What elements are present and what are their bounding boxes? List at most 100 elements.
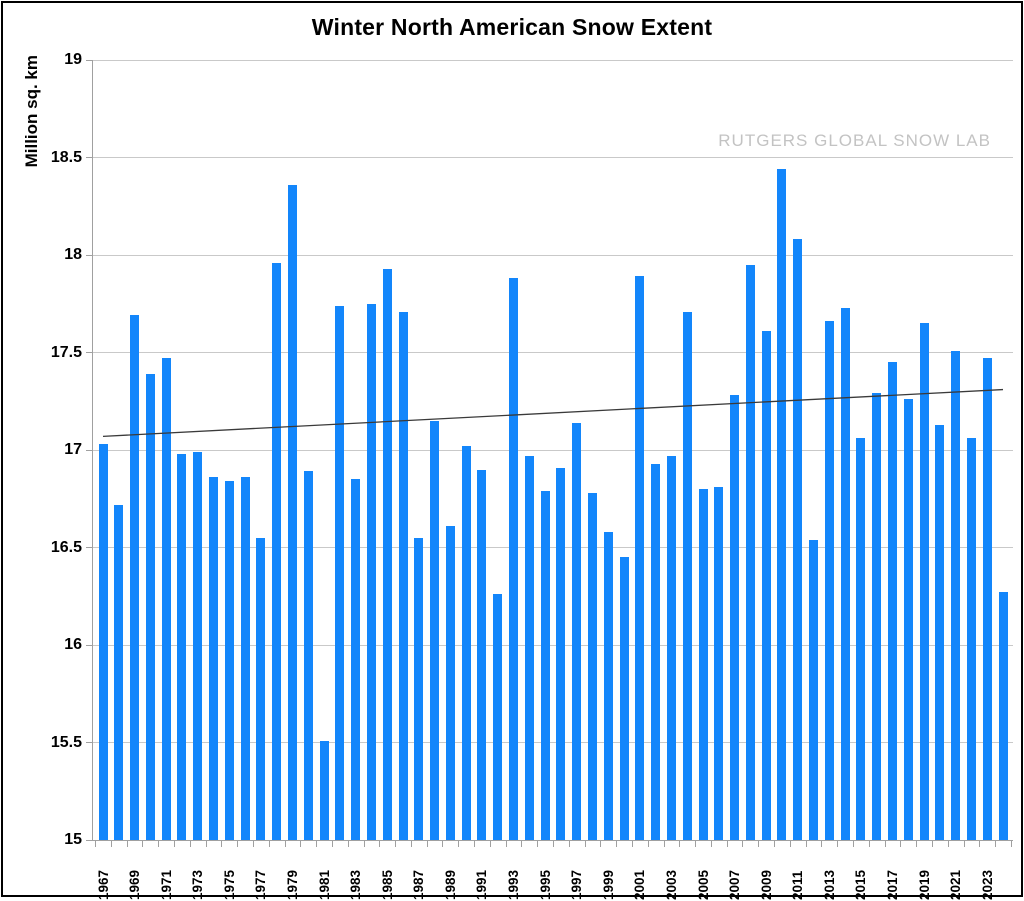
y-tick-mark xyxy=(86,547,92,548)
x-tick-label-box: 2005 xyxy=(695,848,711,900)
y-tick-mark xyxy=(86,352,92,353)
x-tick-label-box: 1967 xyxy=(95,848,111,900)
y-tick-label: 16.5 xyxy=(50,538,82,556)
y-tick-mark xyxy=(86,254,92,256)
x-tick-label: 2013 xyxy=(821,869,837,900)
x-tick-mark xyxy=(947,841,949,847)
x-tick-mark xyxy=(868,841,870,847)
x-tick-mark xyxy=(979,841,981,847)
bar-1988 xyxy=(430,420,440,840)
bar-1974 xyxy=(209,477,219,840)
bar-2007 xyxy=(730,395,740,840)
x-tick-label: 2023 xyxy=(979,869,995,900)
x-tick-label: 1975 xyxy=(221,869,237,900)
bar-2006 xyxy=(714,487,724,840)
x-tick-mark xyxy=(284,841,286,847)
y-gridline xyxy=(93,157,1013,158)
bar-1999 xyxy=(603,531,613,840)
bar-1992 xyxy=(493,594,503,840)
bar-2017 xyxy=(887,362,897,840)
bar-2020 xyxy=(935,424,945,840)
bar-2012 xyxy=(809,539,819,840)
x-tick-mark xyxy=(916,841,918,847)
bar-2000 xyxy=(619,557,629,840)
x-tick-label: 2017 xyxy=(884,869,900,900)
x-tick-mark xyxy=(900,841,902,847)
y-gridline xyxy=(93,449,1013,451)
y-gridline xyxy=(93,644,1013,646)
x-tick-mark xyxy=(742,841,744,847)
x-tick-mark xyxy=(221,841,223,847)
x-tick-label-box: 1979 xyxy=(284,848,300,900)
x-tick-label: 2019 xyxy=(916,869,932,900)
bar-2022 xyxy=(966,438,976,840)
x-tick-mark xyxy=(268,841,270,847)
x-tick-mark xyxy=(758,841,760,847)
x-tick-mark xyxy=(553,841,554,847)
x-tick-label-box: 1975 xyxy=(221,848,237,900)
x-tick-label: 1991 xyxy=(474,869,490,900)
x-tick-label: 1985 xyxy=(379,869,395,900)
x-tick-mark xyxy=(584,841,586,847)
x-tick-mark xyxy=(695,841,697,847)
x-tick-label: 1981 xyxy=(316,869,332,900)
bar-2014 xyxy=(840,307,850,840)
x-tick-label-box: 2003 xyxy=(663,848,679,900)
x-tick-label: 2001 xyxy=(632,869,648,900)
x-tick-mark xyxy=(300,841,302,847)
x-tick-label-box: 1997 xyxy=(569,848,585,900)
x-tick-label: 2007 xyxy=(727,869,743,900)
y-tick-mark xyxy=(86,449,92,451)
x-tick-label-box: 2021 xyxy=(948,848,964,900)
x-tick-mark xyxy=(442,841,444,847)
bar-1981 xyxy=(319,740,329,840)
x-tick-mark xyxy=(821,841,823,847)
x-tick-mark xyxy=(505,841,507,847)
x-tick-mark xyxy=(963,841,965,847)
y-tick-label: 19 xyxy=(64,51,82,68)
x-tick-mark xyxy=(347,841,349,847)
bar-2008 xyxy=(745,264,755,840)
x-tick-label: 1993 xyxy=(506,869,522,900)
x-tick-mark xyxy=(521,841,523,847)
chart-title: Winter North American Snow Extent xyxy=(311,14,713,40)
bar-1979 xyxy=(287,184,297,840)
y-tick-label: 16 xyxy=(64,636,82,653)
bar-1994 xyxy=(524,455,534,840)
bar-1997 xyxy=(572,422,582,840)
bar-2019 xyxy=(919,323,929,840)
y-tick-label: 17 xyxy=(64,441,82,458)
y-gridline xyxy=(93,352,1013,353)
x-tick-mark xyxy=(126,841,128,847)
x-tick-mark xyxy=(174,841,176,847)
y-gridline xyxy=(93,254,1013,256)
bar-2021 xyxy=(951,350,961,840)
x-tick-mark xyxy=(158,841,160,847)
watermark-rutgers-global-snow-lab: RUTGERS GLOBAL SNOW LAB xyxy=(718,131,991,150)
x-tick-label-box: 1991 xyxy=(474,848,490,900)
bar-1995 xyxy=(540,490,550,840)
bar-1982 xyxy=(335,305,345,840)
bar-1967 xyxy=(98,444,108,840)
x-tick-mark xyxy=(205,841,207,847)
bar-1975 xyxy=(224,481,234,840)
x-tick-mark xyxy=(537,841,539,847)
bar-1970 xyxy=(145,373,155,840)
x-tick-label: 1995 xyxy=(537,869,553,900)
x-tick-label-box: 1983 xyxy=(348,848,364,900)
bar-2001 xyxy=(635,276,645,840)
bar-1968 xyxy=(114,504,124,840)
bar-2002 xyxy=(651,463,661,840)
y-tick-mark xyxy=(86,157,92,158)
y-gridline xyxy=(93,547,1013,548)
x-tick-label-box: 1977 xyxy=(253,848,269,900)
bar-1990 xyxy=(461,446,471,840)
y-tick-label: 17.5 xyxy=(50,343,82,361)
plot-area: 15 15.5 16 16.5 17 17.5 18 18.5 19 1967 1969 1971 19… xyxy=(3,3,1024,901)
bar-1972 xyxy=(177,453,187,840)
x-tick-mark xyxy=(853,841,854,847)
x-tick-label: 2011 xyxy=(790,870,806,900)
bar-1977 xyxy=(256,537,266,840)
x-tick-mark xyxy=(631,841,633,847)
